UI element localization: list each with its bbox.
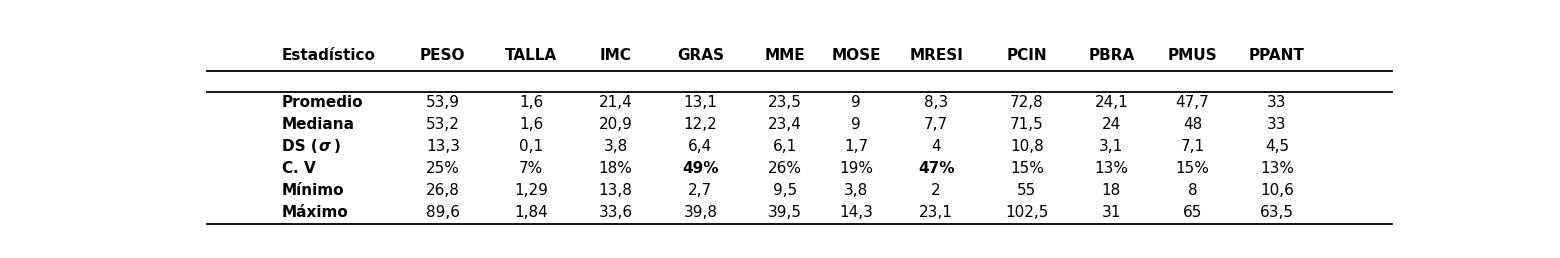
Text: 53,9: 53,9 <box>426 95 460 110</box>
Text: 23,1: 23,1 <box>919 205 953 220</box>
Text: 15%: 15% <box>1176 161 1209 176</box>
Text: Estadístico: Estadístico <box>282 48 376 63</box>
Text: 4: 4 <box>931 139 941 154</box>
Text: GRAS: GRAS <box>677 48 724 63</box>
Text: 13,8: 13,8 <box>599 183 633 198</box>
Text: 1,29: 1,29 <box>515 183 548 198</box>
Text: PPANT: PPANT <box>1250 48 1306 63</box>
Text: 47,7: 47,7 <box>1176 95 1209 110</box>
Text: PMUS: PMUS <box>1167 48 1217 63</box>
Text: 9,5: 9,5 <box>772 183 797 198</box>
Text: 65: 65 <box>1182 205 1203 220</box>
Text: 13%: 13% <box>1260 161 1295 176</box>
Text: 19%: 19% <box>839 161 874 176</box>
Text: 26%: 26% <box>768 161 802 176</box>
Text: 10,6: 10,6 <box>1260 183 1293 198</box>
Text: 33: 33 <box>1267 117 1287 132</box>
Text: 13,1: 13,1 <box>683 95 718 110</box>
Text: 6,4: 6,4 <box>688 139 713 154</box>
Text: IMC: IMC <box>599 48 632 63</box>
Text: 89,6: 89,6 <box>426 205 460 220</box>
Text: 102,5: 102,5 <box>1005 205 1048 220</box>
Text: 8: 8 <box>1187 183 1197 198</box>
Text: DS (: DS ( <box>282 139 318 154</box>
Text: 1,6: 1,6 <box>519 117 543 132</box>
Text: 2: 2 <box>931 183 941 198</box>
Text: σ: σ <box>318 139 331 154</box>
Text: 25%: 25% <box>426 161 460 176</box>
Text: 1,84: 1,84 <box>515 205 548 220</box>
Text: 1,7: 1,7 <box>844 139 869 154</box>
Text: 26,8: 26,8 <box>426 183 460 198</box>
Text: Mediana: Mediana <box>282 117 356 132</box>
Text: MOSE: MOSE <box>831 48 881 63</box>
Text: PBRA: PBRA <box>1089 48 1134 63</box>
Text: 12,2: 12,2 <box>683 117 718 132</box>
Text: 7,1: 7,1 <box>1181 139 1204 154</box>
Text: MRESI: MRESI <box>909 48 963 63</box>
Text: 55: 55 <box>1017 183 1036 198</box>
Text: Máximo: Máximo <box>282 205 349 220</box>
Text: 13,3: 13,3 <box>426 139 460 154</box>
Text: 18: 18 <box>1101 183 1122 198</box>
Text: 71,5: 71,5 <box>1009 117 1044 132</box>
Text: 63,5: 63,5 <box>1260 205 1295 220</box>
Text: PESO: PESO <box>420 48 465 63</box>
Text: 18%: 18% <box>599 161 633 176</box>
Text: 23,5: 23,5 <box>768 95 802 110</box>
Text: 6,1: 6,1 <box>772 139 797 154</box>
Text: 9: 9 <box>852 117 861 132</box>
Text: 48: 48 <box>1182 117 1203 132</box>
Text: 3,8: 3,8 <box>604 139 627 154</box>
Text: MME: MME <box>764 48 805 63</box>
Text: TALLA: TALLA <box>505 48 557 63</box>
Text: 20,9: 20,9 <box>599 117 633 132</box>
Text: 1,6: 1,6 <box>519 95 543 110</box>
Text: 47%: 47% <box>917 161 955 176</box>
Text: C. V: C. V <box>282 161 315 176</box>
Text: 14,3: 14,3 <box>839 205 874 220</box>
Text: 13%: 13% <box>1095 161 1128 176</box>
Text: 3,8: 3,8 <box>844 183 869 198</box>
Text: 2,7: 2,7 <box>688 183 713 198</box>
Text: 24,1: 24,1 <box>1095 95 1128 110</box>
Text: 39,8: 39,8 <box>683 205 718 220</box>
Text: 8,3: 8,3 <box>924 95 948 110</box>
Text: 7,7: 7,7 <box>924 117 948 132</box>
Text: 49%: 49% <box>682 161 719 176</box>
Text: PCIN: PCIN <box>1006 48 1047 63</box>
Text: 31: 31 <box>1101 205 1122 220</box>
Text: 3,1: 3,1 <box>1100 139 1123 154</box>
Text: 33,6: 33,6 <box>599 205 633 220</box>
Text: 24: 24 <box>1101 117 1122 132</box>
Text: ): ) <box>334 139 342 154</box>
Text: 4,5: 4,5 <box>1265 139 1289 154</box>
Text: 7%: 7% <box>519 161 543 176</box>
Text: 21,4: 21,4 <box>599 95 633 110</box>
Text: Mínimo: Mínimo <box>282 183 345 198</box>
Text: 9: 9 <box>852 95 861 110</box>
Text: Promedio: Promedio <box>282 95 363 110</box>
Text: 53,2: 53,2 <box>426 117 460 132</box>
Text: 72,8: 72,8 <box>1009 95 1044 110</box>
Text: 15%: 15% <box>1009 161 1044 176</box>
Text: 33: 33 <box>1267 95 1287 110</box>
Text: 39,5: 39,5 <box>768 205 802 220</box>
Text: 10,8: 10,8 <box>1009 139 1044 154</box>
Text: 0,1: 0,1 <box>519 139 543 154</box>
Text: 23,4: 23,4 <box>768 117 802 132</box>
